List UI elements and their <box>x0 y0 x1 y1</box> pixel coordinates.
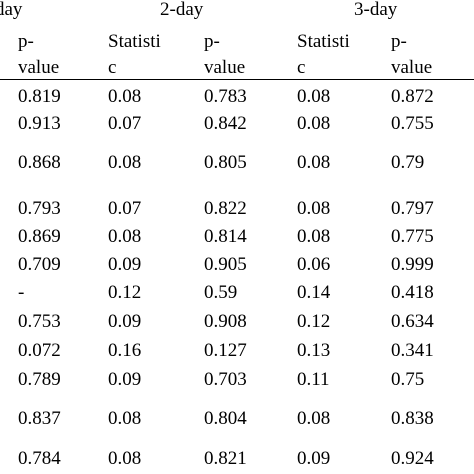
table-cell: 0.09 <box>108 369 142 390</box>
table-cell: - <box>18 282 25 303</box>
table-cell: 0.08 <box>297 408 331 429</box>
table-cell: 0.09 <box>297 448 331 469</box>
table-cell: 0.753 <box>18 311 61 332</box>
table-cell: 0.869 <box>18 226 61 247</box>
table-cell: 0.11 <box>297 369 330 390</box>
table-cell: 0.06 <box>297 254 331 275</box>
table-cell: 0.634 <box>391 311 434 332</box>
table-cell: 0.905 <box>204 254 247 275</box>
table-cell: 0.784 <box>18 448 61 469</box>
table-cell: 0.797 <box>391 198 434 219</box>
table-cell: 0.09 <box>108 311 142 332</box>
col-header-c0-line1: p- <box>18 31 34 52</box>
table-cell: 0.08 <box>297 113 331 134</box>
table-cell: 0.09 <box>108 254 142 275</box>
table-cell: 0.07 <box>108 198 142 219</box>
header-rule <box>0 79 474 80</box>
col-header-c1-line1: Statisti <box>108 31 161 52</box>
col-header-c4-line2: value <box>391 57 433 78</box>
table-cell: 0.783 <box>204 86 247 107</box>
table-cell: 0.08 <box>108 226 142 247</box>
table-cell: 0.804 <box>204 408 247 429</box>
table-cell: 0.08 <box>108 408 142 429</box>
table-cell: 0.999 <box>391 254 434 275</box>
table-cell: 0.072 <box>18 340 61 361</box>
table-cell: 0.908 <box>204 311 247 332</box>
col-header-c0-line2: value <box>18 57 60 78</box>
table-cell: 0.341 <box>391 340 434 361</box>
table-cell: 0.14 <box>297 282 331 303</box>
table-cell: 0.12 <box>108 282 142 303</box>
table-cell: 0.837 <box>18 408 61 429</box>
table-cell: 0.12 <box>297 311 331 332</box>
col-header-c2-line2: value <box>204 57 246 78</box>
table-cell: 0.821 <box>204 448 247 469</box>
table-cell: 0.793 <box>18 198 61 219</box>
table-cell: 0.819 <box>18 86 61 107</box>
table-cell: 0.805 <box>204 152 247 173</box>
group-header-day: day <box>0 0 23 20</box>
col-header-c3-line1: Statisti <box>297 31 350 52</box>
table-cell: 0.75 <box>391 369 425 390</box>
table-cell: 0.789 <box>18 369 61 390</box>
table-cell: 0.418 <box>391 282 434 303</box>
col-header-c3-line2: c <box>297 57 306 78</box>
table-cell: 0.08 <box>297 226 331 247</box>
table-cell: 0.703 <box>204 369 247 390</box>
col-header-c4-line1: p- <box>391 31 407 52</box>
group-header-2-day: 2-day <box>160 0 204 20</box>
table-cell: 0.59 <box>204 282 238 303</box>
table-cell: 0.08 <box>108 86 142 107</box>
table-cell: 0.08 <box>297 152 331 173</box>
table-cell: 0.838 <box>391 408 434 429</box>
col-header-c1-line2: c <box>108 57 117 78</box>
group-header-3-day: 3-day <box>354 0 398 20</box>
table-cell: 0.127 <box>204 340 247 361</box>
table-cell: 0.709 <box>18 254 61 275</box>
table-cell: 0.755 <box>391 113 434 134</box>
table-cell: 0.842 <box>204 113 247 134</box>
table-cell: 0.913 <box>18 113 61 134</box>
table-cell: 0.872 <box>391 86 434 107</box>
table-cell: 0.868 <box>18 152 61 173</box>
table-cell: 0.822 <box>204 198 247 219</box>
table-cell: 0.79 <box>391 152 425 173</box>
table-cell: 0.08 <box>108 152 142 173</box>
table-cell: 0.16 <box>108 340 142 361</box>
table-cell: 0.08 <box>108 448 142 469</box>
table-cell: 0.13 <box>297 340 331 361</box>
col-header-c2-line1: p- <box>204 31 220 52</box>
table-cell: 0.08 <box>297 86 331 107</box>
table-cell: 0.775 <box>391 226 434 247</box>
table-cell: 0.814 <box>204 226 247 247</box>
table-cell: 0.08 <box>297 198 331 219</box>
table-cell: 0.07 <box>108 113 142 134</box>
table-cell: 0.924 <box>391 448 434 469</box>
